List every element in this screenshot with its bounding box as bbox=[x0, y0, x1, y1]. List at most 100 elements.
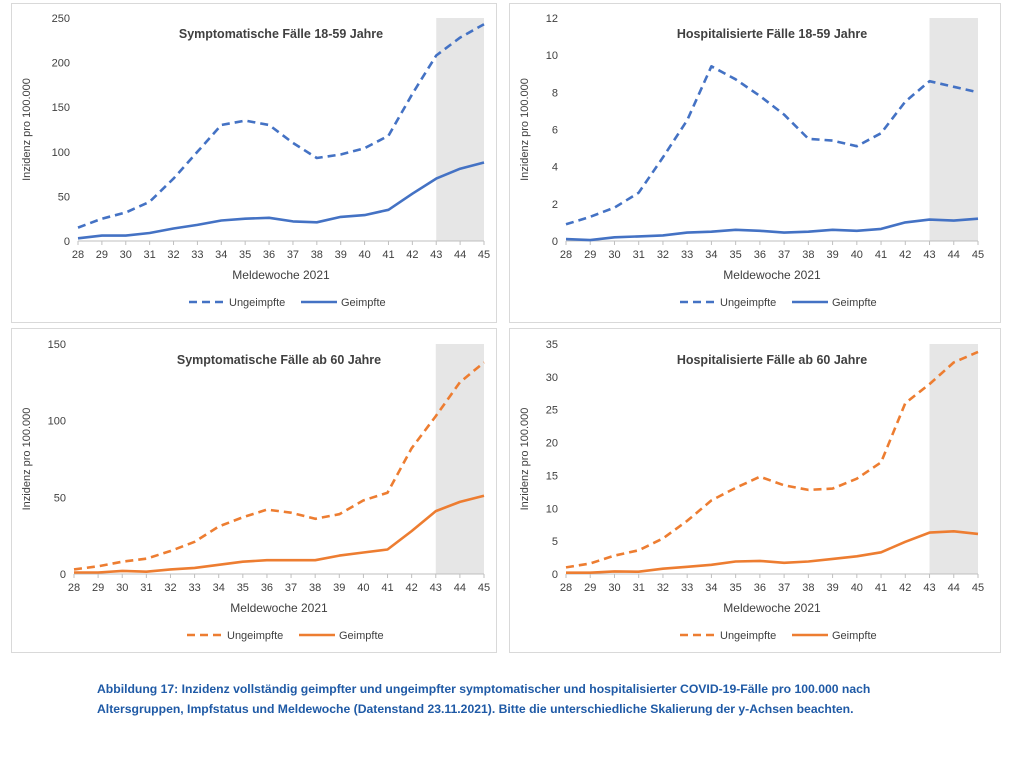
x-tick-label: 30 bbox=[116, 582, 128, 594]
y-tick-label: 0 bbox=[552, 569, 558, 581]
x-axis-title: Meldewoche 2021 bbox=[723, 268, 821, 282]
y-axis-title: Inzidenz pro 100.000 bbox=[21, 78, 33, 181]
legend-label: Geimpfte bbox=[341, 297, 386, 309]
x-tick-label: 39 bbox=[333, 582, 345, 594]
x-tick-label: 31 bbox=[633, 582, 645, 594]
x-tick-label: 45 bbox=[478, 249, 490, 261]
x-tick-label: 37 bbox=[778, 582, 790, 594]
x-tick-label: 29 bbox=[584, 582, 596, 594]
y-tick-label: 2 bbox=[552, 199, 558, 211]
y-tick-label: 150 bbox=[48, 339, 66, 351]
x-tick-label: 28 bbox=[560, 249, 572, 261]
legend-label: Ungeimpfte bbox=[227, 630, 283, 642]
x-tick-label: 40 bbox=[851, 249, 863, 261]
x-tick-label: 32 bbox=[657, 249, 669, 261]
y-tick-label: 50 bbox=[54, 492, 66, 504]
x-tick-label: 35 bbox=[239, 249, 251, 261]
chart-panel-hospitalized-60-plus: 0 5 10 15 20 25 30 35 28 29 30 31 32 33 34 35 36 37 38 39 40… bbox=[509, 328, 1001, 653]
x-tick-label: 37 bbox=[287, 249, 299, 261]
x-axis-title: Meldewoche 2021 bbox=[723, 601, 821, 615]
x-tick-label: 37 bbox=[285, 582, 297, 594]
x-tick-label: 34 bbox=[213, 582, 225, 594]
x-tick-label: 43 bbox=[923, 249, 935, 261]
x-tick-label: 32 bbox=[167, 249, 179, 261]
x-tick-label: 38 bbox=[311, 249, 323, 261]
x-tick-label: 37 bbox=[778, 249, 790, 261]
series-line-geimpfte bbox=[74, 494, 485, 574]
legend-label: Ungeimpfte bbox=[720, 297, 776, 309]
x-tick-label: 35 bbox=[237, 582, 249, 594]
x-tick-label: 38 bbox=[802, 582, 814, 594]
y-tick-label: 15 bbox=[546, 470, 558, 482]
x-tick-label: 42 bbox=[406, 249, 418, 261]
x-tick-label: 31 bbox=[633, 249, 645, 261]
x-tick-label: 36 bbox=[754, 249, 766, 261]
legend-label: Geimpfte bbox=[832, 630, 877, 642]
x-tick-label: 41 bbox=[382, 249, 394, 261]
series-line-geimpfte bbox=[77, 161, 485, 240]
x-tick-label: 34 bbox=[705, 249, 717, 261]
series-line-ungeimpfte bbox=[73, 361, 485, 571]
x-tick-label: 42 bbox=[899, 249, 911, 261]
y-tick-label: 200 bbox=[52, 58, 70, 70]
x-tick-label: 32 bbox=[657, 582, 669, 594]
y-tick-label: 250 bbox=[52, 13, 70, 25]
x-tick-label: 29 bbox=[584, 249, 596, 261]
x-tick-label: 40 bbox=[358, 249, 370, 261]
y-tick-label: 25 bbox=[546, 405, 558, 417]
chart-title: Symptomatische Fälle 18-59 Jahre bbox=[179, 27, 383, 41]
series-line-ungeimpfte bbox=[565, 64, 979, 226]
x-tick-label: 32 bbox=[164, 582, 176, 594]
y-axis-title: Inzidenz pro 100.000 bbox=[519, 78, 531, 181]
x-tick-label: 43 bbox=[430, 249, 442, 261]
series-line-geimpfte bbox=[566, 530, 979, 574]
legend-label: Geimpfte bbox=[832, 297, 877, 309]
y-tick-label: 100 bbox=[52, 147, 70, 159]
x-tick-label: 44 bbox=[454, 249, 466, 261]
x-tick-label: 38 bbox=[802, 249, 814, 261]
y-tick-label: 35 bbox=[546, 339, 558, 351]
x-tick-label: 39 bbox=[826, 249, 838, 261]
y-tick-label: 4 bbox=[552, 162, 558, 174]
x-tick-label: 36 bbox=[263, 249, 275, 261]
chart-svg: 0 2 4 6 8 10 12 28 29 30 31 32 33 34 35 36 37 38 39 40 41 42 4… bbox=[519, 13, 984, 309]
x-tick-label: 40 bbox=[357, 582, 369, 594]
chart-panel-symptomatic-18-59: 0 50 100 150 200 250 28 29 30 31 32 33 34 35 36 37 38 39 4… bbox=[11, 3, 497, 323]
chart-panel-hospitalized-18-59: 0 2 4 6 8 10 12 28 29 30 31 32 33 34 35 36 37 38 39 40 41 42 4… bbox=[509, 3, 1001, 323]
x-tick-label: 45 bbox=[478, 582, 490, 594]
x-tick-label: 35 bbox=[730, 249, 742, 261]
x-tick-label: 36 bbox=[754, 582, 766, 594]
chart-title: Hospitalisierte Fälle 18-59 Jahre bbox=[677, 27, 867, 41]
y-tick-label: 6 bbox=[552, 125, 558, 137]
x-tick-label: 30 bbox=[120, 249, 132, 261]
y-tick-label: 12 bbox=[546, 13, 558, 25]
x-tick-label: 38 bbox=[309, 582, 321, 594]
legend-label: Ungeimpfte bbox=[229, 297, 285, 309]
x-tick-label: 35 bbox=[730, 582, 742, 594]
x-tick-label: 33 bbox=[188, 582, 200, 594]
x-tick-label: 44 bbox=[948, 582, 960, 594]
x-tick-label: 42 bbox=[899, 582, 911, 594]
y-tick-label: 0 bbox=[552, 236, 558, 248]
x-tick-label: 40 bbox=[851, 582, 863, 594]
y-tick-label: 50 bbox=[58, 191, 70, 203]
x-tick-label: 28 bbox=[560, 582, 572, 594]
y-tick-label: 30 bbox=[546, 372, 558, 384]
x-tick-label: 43 bbox=[430, 582, 442, 594]
chart-svg: 0 50 100 150 28 29 30 31 32 33 34 35 36 37 38 39 40 41 42 4… bbox=[21, 339, 490, 642]
x-tick-label: 45 bbox=[972, 249, 984, 261]
x-tick-label: 34 bbox=[705, 582, 717, 594]
x-axis-title: Meldewoche 2021 bbox=[232, 268, 330, 282]
y-tick-label: 10 bbox=[546, 50, 558, 62]
series-line-geimpfte bbox=[565, 217, 979, 242]
chart-svg: 0 5 10 15 20 25 30 35 28 29 30 31 32 33 34 35 36 37 38 39 40… bbox=[519, 339, 984, 642]
y-axis-title: Inzidenz pro 100.000 bbox=[21, 408, 33, 511]
x-tick-label: 29 bbox=[92, 582, 104, 594]
legend-label: Ungeimpfte bbox=[720, 630, 776, 642]
x-tick-label: 44 bbox=[948, 249, 960, 261]
x-tick-label: 28 bbox=[68, 582, 80, 594]
x-tick-label: 33 bbox=[681, 249, 693, 261]
chart-title: Hospitalisierte Fälle ab 60 Jahre bbox=[677, 353, 867, 367]
x-axis-title: Meldewoche 2021 bbox=[230, 601, 328, 615]
x-tick-label: 45 bbox=[972, 582, 984, 594]
